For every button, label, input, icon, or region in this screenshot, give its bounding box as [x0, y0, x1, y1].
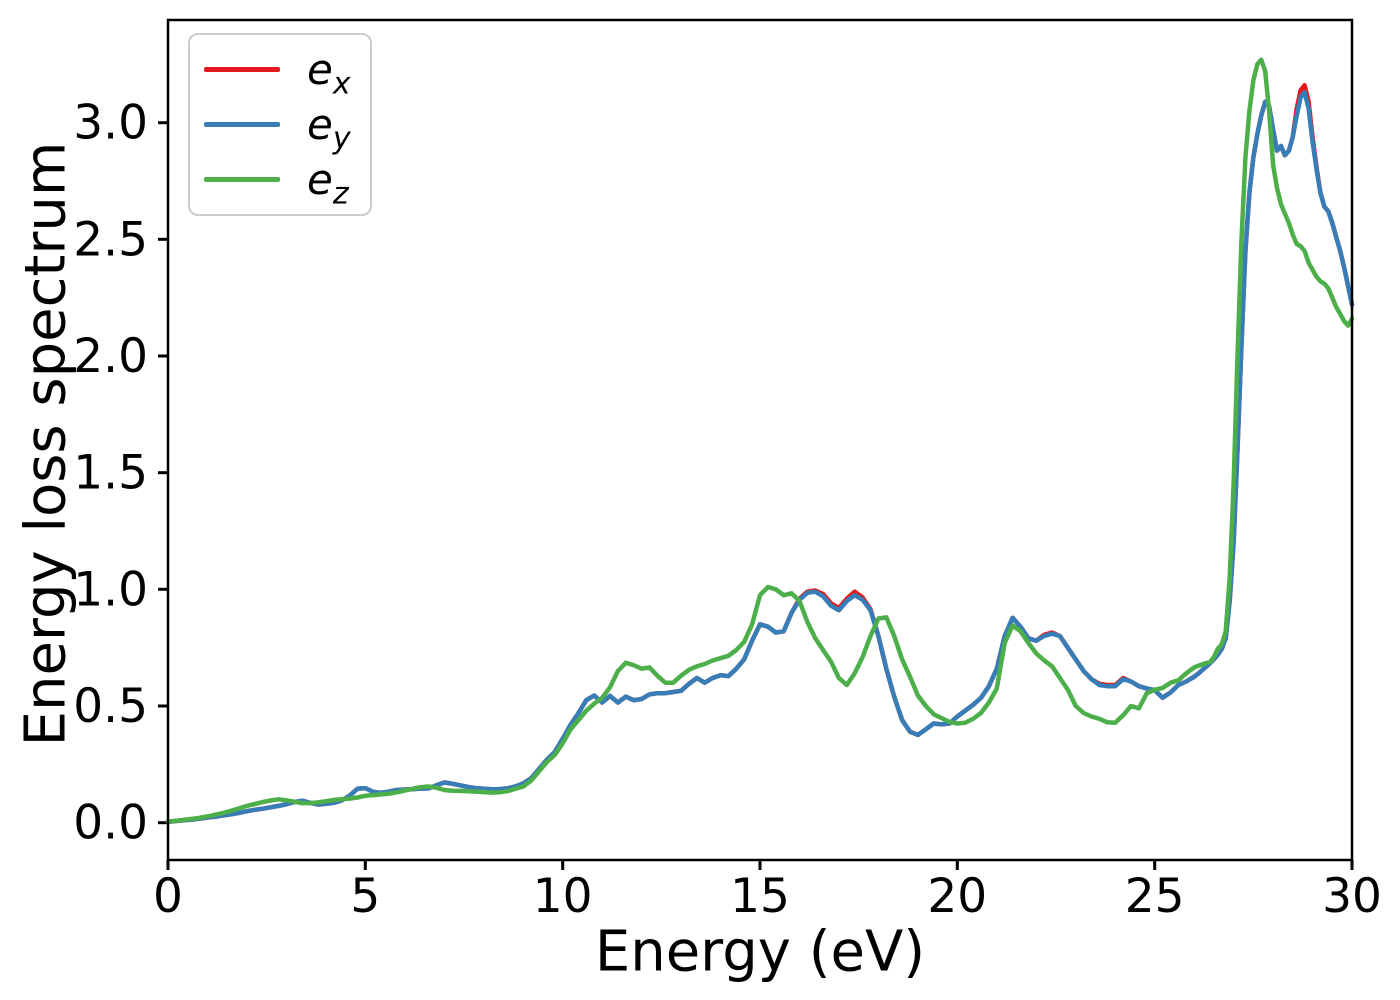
- x-axis-tick-label: 20: [927, 869, 987, 924]
- x-axis-tick-label: 15: [730, 869, 790, 924]
- y-axis-tick-label: 1.5: [73, 446, 148, 501]
- y-axis-tick-label: 3.0: [73, 96, 148, 151]
- x-axis-tick-label: 10: [533, 869, 593, 924]
- legend-item-ex: ex: [190, 42, 370, 101]
- x-axis-tick-label: 25: [1125, 869, 1185, 924]
- legend: ex ey ez: [188, 33, 372, 216]
- x-axis-tick-label: 5: [350, 869, 380, 924]
- x-axis-tick-label: 0: [153, 869, 183, 924]
- y-axis-tick-label: 1.0: [73, 562, 148, 617]
- y-axis-tick-label: 0.0: [73, 796, 148, 851]
- legend-label-ex: ex: [307, 44, 351, 101]
- legend-label-ey: ey: [307, 99, 351, 156]
- y-axis-tick-label: 0.5: [73, 679, 148, 734]
- series-line-ez: [165, 57, 1355, 824]
- y-axis-tick-label: 2.5: [73, 212, 148, 267]
- legend-swatch-ex: [204, 67, 280, 72]
- legend-label-ez: ez: [307, 154, 349, 211]
- y-axis-title: Energy loss spectrum: [13, 141, 79, 747]
- legend-item-ez: ez: [190, 152, 370, 211]
- legend-item-ey: ey: [190, 97, 370, 156]
- plot-border: [166, 18, 1354, 862]
- x-axis-tick-label: 30: [1322, 869, 1382, 924]
- x-axis-title: Energy (eV): [594, 919, 926, 985]
- y-axis-tick-label: 2.0: [73, 329, 148, 384]
- legend-swatch-ez: [204, 177, 280, 182]
- legend-swatch-ey: [204, 122, 280, 127]
